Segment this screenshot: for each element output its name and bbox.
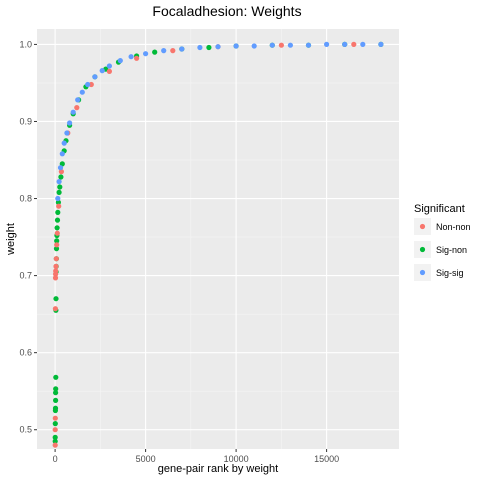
data-point [52,405,59,411]
data-point [215,44,221,50]
data-point [342,41,348,48]
data-point [53,268,59,274]
data-point [55,199,62,205]
data-point [64,130,70,136]
data-point [70,109,76,115]
data-point [170,48,176,54]
data-point [179,46,185,52]
data-point [54,230,60,236]
x-tick-label: 0 [53,454,58,464]
legend-title: Significant [414,203,465,215]
data-point [53,397,59,403]
legend-swatch [419,269,426,276]
data-point [360,41,366,48]
data-point [128,54,134,60]
data-point [197,44,203,51]
data-point [106,68,112,74]
data-point [56,189,62,195]
data-point [143,51,149,57]
data-point [54,225,60,231]
data-point [269,42,275,48]
data-point [53,296,59,302]
data-point [54,238,60,244]
data-point [134,55,140,61]
data-point [53,390,59,396]
data-point [55,195,61,202]
y-tick-label: 0.5 [19,425,32,435]
data-points [52,41,384,448]
data-point [53,374,59,380]
data-point [305,42,312,48]
data-point [79,89,85,95]
x-tick-label: 15000 [314,454,339,464]
data-point [53,263,59,269]
y-tick-label: 1.0 [19,39,32,49]
legend-swatch [419,246,426,253]
legend-label: Sig-sig [436,268,464,278]
data-point [53,246,60,252]
data-point [57,165,64,171]
data-point [233,43,239,49]
y-tick-label: 0.7 [19,271,32,281]
y-tick-label: 0.8 [19,194,32,204]
data-point [59,151,65,157]
data-point [324,41,330,48]
data-point [99,68,105,74]
legend-label: Non-non [436,222,471,232]
data-point [67,120,73,126]
data-point [55,209,61,215]
data-point [58,174,64,180]
data-point [61,140,67,146]
data-point [92,74,98,80]
x-axis-label: gene-pair rank by weight [158,463,278,475]
data-point [52,415,58,421]
data-point [85,81,91,88]
data-point [206,44,212,51]
data-point [117,58,123,64]
data-point [152,49,158,55]
data-point [52,438,58,444]
data-point [52,427,58,433]
data-point [57,184,63,190]
x-tick-label: 5000 [136,454,156,464]
x-tick-label: 10000 [224,454,249,464]
data-point [52,306,59,312]
data-point [53,256,59,262]
data-point [88,81,94,88]
data-point [52,442,58,448]
series-sig-sig [55,41,384,202]
y-axis-label: weight [5,223,17,256]
data-point [106,63,112,69]
data-point [58,169,64,175]
data-point [378,41,384,48]
data-point [54,242,60,248]
axis-ticks: 0 5000 10000 15000 0.5 0.6 0.7 0.8 0.9 1.0 [19,39,339,464]
legend-items: Non-non Sig-non Sig-sig [414,218,471,281]
legend: Significant Non-non Sig-non Sig-sig [414,203,471,281]
y-tick-label: 0.9 [19,116,32,126]
data-point [56,203,62,209]
data-point [56,179,62,185]
data-point [52,275,59,281]
legend-swatch [419,223,426,230]
data-point [52,434,58,440]
legend-label: Sig-non [436,245,467,255]
data-point [287,42,293,48]
data-point [161,48,167,54]
data-point [53,386,59,392]
data-point [351,41,357,48]
data-point [74,105,80,111]
plot-panel [37,29,399,449]
y-tick-label: 0.6 [19,348,32,358]
data-point [278,42,284,48]
data-point [251,43,257,49]
data-point [75,97,81,103]
data-point [52,421,58,427]
data-point [54,217,61,223]
chart-title: Focaladhesion: Weights [152,3,301,19]
